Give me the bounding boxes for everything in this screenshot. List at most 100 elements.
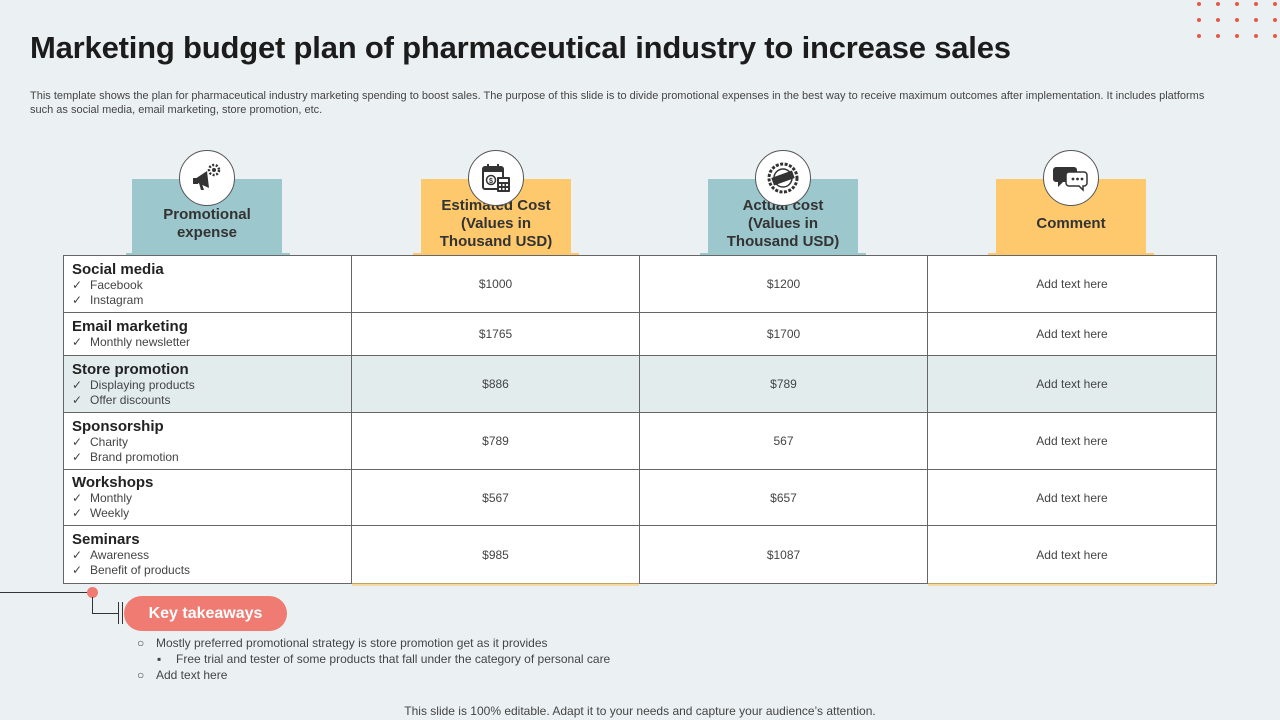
- checkmark-icon: ✓: [72, 292, 83, 307]
- decorative-dot: [1216, 34, 1220, 38]
- actual-cost-cell: $789: [639, 355, 928, 413]
- checkmark-icon: ✓: [72, 434, 83, 449]
- actual-cost-cell: 567: [639, 412, 928, 470]
- expense-cell: Email marketing ✓ Monthly newsletter: [63, 312, 352, 356]
- table-bottom-accent: [352, 583, 639, 586]
- table-row: Workshops ✓ Monthly ✓ Weekly $567 $657 Add text…: [63, 469, 1217, 526]
- connector-line: [122, 602, 123, 624]
- decorative-dot: [1254, 2, 1258, 6]
- header-underline: [413, 253, 579, 256]
- decorative-dot-grid: [1190, 0, 1280, 42]
- expense-cell: Workshops ✓ Monthly ✓ Weekly: [63, 469, 352, 526]
- decorative-dot: [1235, 2, 1239, 6]
- decorative-dot: [1197, 18, 1201, 22]
- decorative-dot: [1197, 34, 1201, 38]
- column-header-label: Promotional expense: [163, 205, 251, 241]
- expense-category: Workshops: [72, 474, 154, 491]
- decorative-dot: [1273, 18, 1277, 22]
- expense-category: Social media: [72, 260, 164, 278]
- expense-subitem-label: Monthly newsletter: [90, 335, 191, 349]
- expense-cell: Seminars ✓ Awareness ✓ Benefit of products: [63, 525, 352, 584]
- expense-subitem: ✓ Charity: [72, 435, 351, 450]
- expense-subitem: ✓ Weekly: [72, 506, 351, 521]
- takeaway-item: ○ Mostly preferred promotional strategy i…: [137, 635, 610, 651]
- page-description: This template shows the plan for pharmac…: [30, 90, 1205, 116]
- decorative-dot: [1254, 34, 1258, 38]
- takeaway-text: Free trial and tester of some products t…: [176, 652, 611, 666]
- takeaway-item: ▪ Free trial and tester of some products …: [137, 651, 610, 667]
- takeaway-text: Add text here: [156, 668, 228, 682]
- checkmark-icon: ✓: [72, 377, 83, 392]
- table-row: Sponsorship ✓ Charity ✓ Brand promotion $789 5…: [63, 412, 1217, 470]
- expense-subitem: ✓ Monthly newsletter: [72, 335, 351, 350]
- expense-subitem-label: Weekly: [90, 506, 130, 520]
- expense-category: Store promotion: [72, 360, 189, 378]
- decorative-dot: [1235, 18, 1239, 22]
- checkmark-icon: ✓: [72, 277, 83, 292]
- circle-bullet-icon: ○: [137, 636, 145, 650]
- table-row: Seminars ✓ Awareness ✓ Benefit of products $9…: [63, 525, 1217, 584]
- column-header-label: Comment: [1036, 214, 1106, 232]
- decorative-dot: [1273, 34, 1277, 38]
- comment-cell: Add text here: [927, 312, 1217, 356]
- key-takeaways-list: ○ Mostly preferred promotional strategy i…: [137, 635, 610, 683]
- estimated-cost-cell: $886: [351, 355, 640, 413]
- expense-subitem: ✓ Facebook: [72, 278, 351, 293]
- expense-subitem-label: Displaying products: [90, 377, 195, 392]
- expense-subitem-label: Instagram: [90, 292, 144, 307]
- expense-category: Seminars: [72, 531, 140, 548]
- estimated-cost-cell: $1000: [351, 255, 640, 313]
- circle-bullet-icon: ○: [137, 668, 145, 682]
- checkmark-icon: ✓: [72, 491, 83, 505]
- actual-cost-cell: $1700: [639, 312, 928, 356]
- chat-bubbles-icon: [1043, 150, 1099, 206]
- header-underline: [988, 253, 1154, 256]
- expense-subitem: ✓ Offer discounts: [72, 393, 351, 408]
- decorative-dot: [1197, 2, 1201, 6]
- expense-subitem: ✓ Displaying products: [72, 378, 351, 393]
- expense-subitem-label: Benefit of products: [90, 563, 191, 577]
- connector-dot: [87, 587, 98, 598]
- expense-category: Email marketing: [72, 318, 188, 335]
- checkmark-icon: ✓: [72, 506, 83, 520]
- actual-stamp-icon: [755, 150, 811, 206]
- checkmark-icon: ✓: [72, 563, 83, 577]
- comment-cell: Add text here: [927, 469, 1217, 526]
- table-row: Store promotion ✓ Displaying products ✓ Offe…: [63, 355, 1217, 413]
- actual-cost-cell: $657: [639, 469, 928, 526]
- decorative-dot: [1216, 18, 1220, 22]
- expense-cell: Social media ✓ Facebook ✓ Instagram: [63, 255, 352, 313]
- checkmark-icon: ✓: [72, 548, 83, 562]
- comment-cell: Add text here: [927, 255, 1217, 313]
- comment-cell: Add text here: [927, 525, 1217, 584]
- key-takeaways-label: Key takeaways: [124, 596, 287, 631]
- expense-subitem: ✓ Benefit of products: [72, 563, 351, 578]
- connector-line: [118, 602, 119, 624]
- actual-cost-cell: $1087: [639, 525, 928, 584]
- table-bottom-accent: [928, 583, 1215, 586]
- page-title: Marketing budget plan of pharmaceutical …: [30, 30, 1011, 65]
- expense-subitem: ✓ Brand promotion: [72, 450, 351, 465]
- decorative-dot: [1216, 2, 1220, 6]
- decorative-dot: [1235, 34, 1239, 38]
- comment-cell: Add text here: [927, 412, 1217, 470]
- comment-cell: Add text here: [927, 355, 1217, 413]
- takeaway-item: ○ Add text here: [137, 667, 610, 683]
- column-header-estimated-cost: Estimated Cost (Values in Thousand USD): [421, 179, 571, 256]
- checkmark-icon: ✓: [72, 392, 83, 407]
- connector-line: [92, 613, 118, 614]
- footer-note: This slide is 100% editable. Adapt it to…: [404, 704, 876, 718]
- estimated-cost-cell: $985: [351, 525, 640, 584]
- expense-subitem-label: Awareness: [90, 548, 150, 562]
- checkmark-icon: ✓: [72, 335, 83, 349]
- square-bullet-icon: ▪: [157, 652, 162, 666]
- decorative-dot: [1254, 18, 1258, 22]
- expense-subitem: ✓ Monthly: [72, 491, 351, 506]
- expense-subitem-label: Charity: [90, 434, 129, 449]
- calendar-calculator-icon: $: [468, 150, 524, 206]
- svg-text:$: $: [489, 178, 493, 185]
- estimated-cost-cell: $789: [351, 412, 640, 470]
- expense-cell: Store promotion ✓ Displaying products ✓ Offe…: [63, 355, 352, 413]
- table-row: Social media ✓ Facebook ✓ Instagram $1000 $120…: [63, 255, 1217, 313]
- table-row: Email marketing ✓ Monthly newsletter $1765 $…: [63, 312, 1217, 356]
